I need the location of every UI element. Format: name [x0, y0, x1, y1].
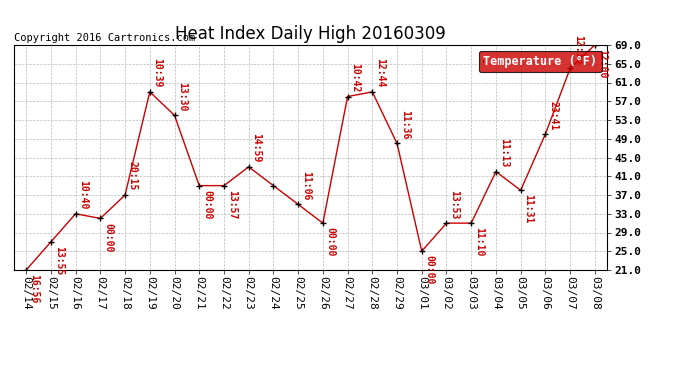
Text: 11:36: 11:36 — [400, 110, 410, 139]
Legend: Temperature (°F): Temperature (°F) — [479, 51, 602, 72]
Text: 20:15: 20:15 — [128, 162, 138, 191]
Text: 11:06: 11:06 — [301, 171, 311, 200]
Text: 10:42: 10:42 — [351, 63, 360, 92]
Text: 11:13: 11:13 — [499, 138, 509, 167]
Text: 12:44: 12:44 — [375, 58, 385, 88]
Text: 10:39: 10:39 — [152, 58, 163, 88]
Text: 13:53: 13:53 — [449, 190, 460, 219]
Text: 12:13: 12:13 — [573, 35, 583, 64]
Text: 23:41: 23:41 — [548, 100, 558, 130]
Title: Heat Index Daily High 20160309: Heat Index Daily High 20160309 — [175, 26, 446, 44]
Text: 10:40: 10:40 — [79, 180, 88, 210]
Text: 13:30: 13:30 — [177, 82, 187, 111]
Text: 13:57: 13:57 — [227, 190, 237, 219]
Text: 13:55: 13:55 — [54, 246, 63, 275]
Text: 00:00: 00:00 — [424, 255, 435, 285]
Text: 16:56: 16:56 — [29, 274, 39, 303]
Text: 00:00: 00:00 — [202, 190, 212, 219]
Text: 14:59: 14:59 — [251, 134, 262, 163]
Text: 12:00: 12:00 — [598, 49, 608, 78]
Text: 11:31: 11:31 — [524, 195, 533, 224]
Text: 00:00: 00:00 — [326, 227, 335, 256]
Text: 00:00: 00:00 — [103, 223, 113, 252]
Text: 11:10: 11:10 — [474, 227, 484, 256]
Text: Copyright 2016 Cartronics.com: Copyright 2016 Cartronics.com — [14, 33, 195, 43]
